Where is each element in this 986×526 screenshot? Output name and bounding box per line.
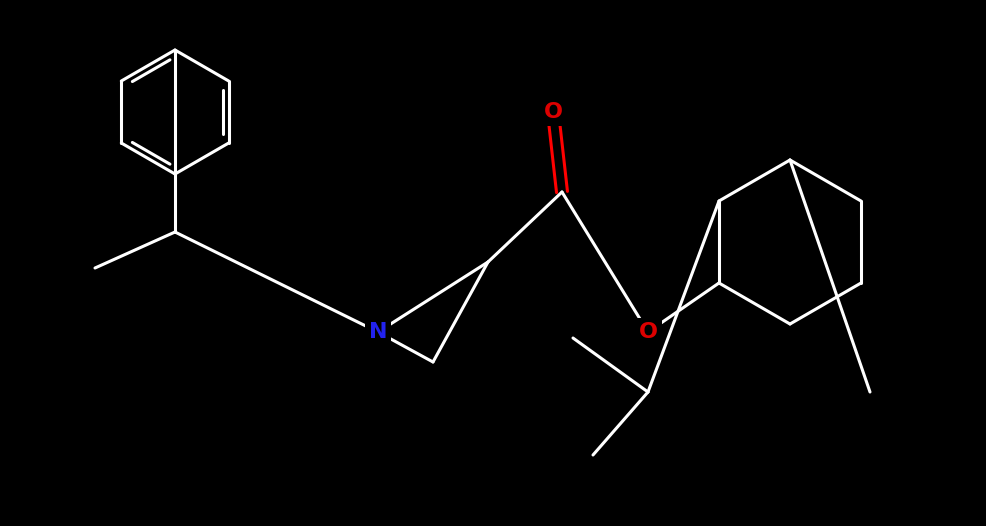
Text: N: N — [369, 322, 387, 342]
Text: O: O — [543, 102, 562, 122]
Text: O: O — [639, 322, 658, 342]
